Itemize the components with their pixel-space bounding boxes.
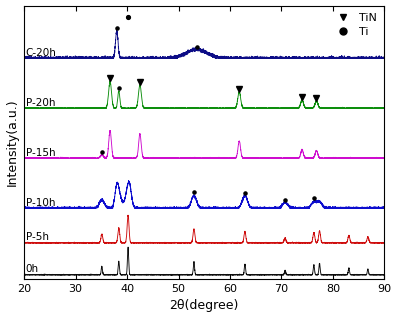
Text: P-15h: P-15h [26,148,55,158]
X-axis label: 2θ(degree): 2θ(degree) [170,300,239,313]
Legend: TiN, Ti: TiN, Ti [330,11,379,39]
Y-axis label: Intensity(a.u.): Intensity(a.u.) [6,99,19,186]
Text: C-20h: C-20h [26,48,56,58]
Text: P-5h: P-5h [26,232,49,242]
Text: 0h: 0h [26,264,39,274]
Text: P-10h: P-10h [26,198,55,208]
Text: P-20h: P-20h [26,98,55,108]
